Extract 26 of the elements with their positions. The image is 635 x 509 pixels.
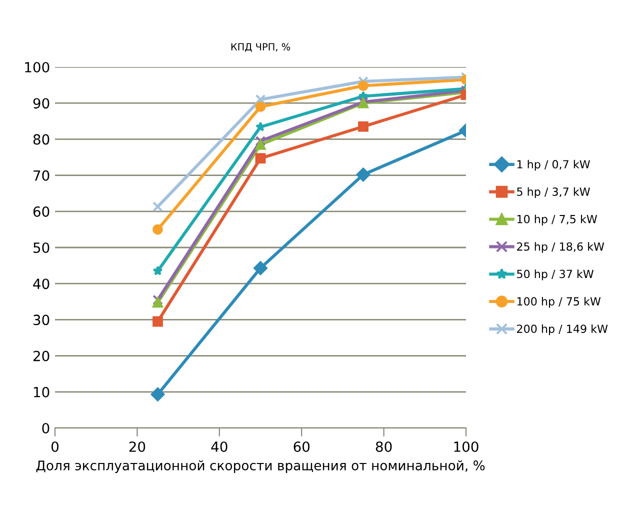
x-tick-label: 0 — [51, 441, 58, 452]
y-tick-label: 90 — [33, 98, 50, 109]
legend-label: 5 hp / 3,7 kW — [517, 187, 590, 198]
y-tick-label: 70 — [34, 170, 50, 181]
y-tick-label: 0 — [42, 422, 50, 434]
x-axis-title: Доля эксплуатационной скорости вращения от номинальной, % — [36, 460, 485, 473]
legend-label: 10 hp / 7,5 kW — [517, 214, 598, 226]
x-tick-label: 100 — [454, 441, 478, 452]
y-tick-label: 50 — [34, 242, 50, 253]
y-tick-label: 60 — [33, 206, 50, 217]
x-tick-label: 60 — [294, 441, 310, 452]
legend-label: 50 hp / 37 kW — [517, 270, 594, 280]
y-tick-label: 10 — [34, 386, 50, 398]
legend-label: 25 hp / 18,6 kW — [517, 242, 604, 253]
y-tick-label: 20 — [33, 350, 50, 362]
x-tick-label: 20 — [129, 441, 146, 452]
y-tick-label: 40 — [33, 278, 50, 290]
chart-title: КПД ЧРП, % — [231, 43, 290, 52]
legend-label: 200 hp / 149 kW — [517, 324, 608, 336]
y-tick-label: 80 — [33, 134, 50, 145]
legend-label: 1 hp / 0,7 kW — [517, 160, 590, 171]
y-tick-label: 100 — [25, 62, 50, 72]
x-tick-label: 80 — [376, 441, 392, 452]
x-tick-label: 40 — [211, 441, 228, 452]
legend-label: 100 hp / 75 kW — [517, 296, 601, 308]
y-tick-label: 30 — [34, 314, 50, 326]
